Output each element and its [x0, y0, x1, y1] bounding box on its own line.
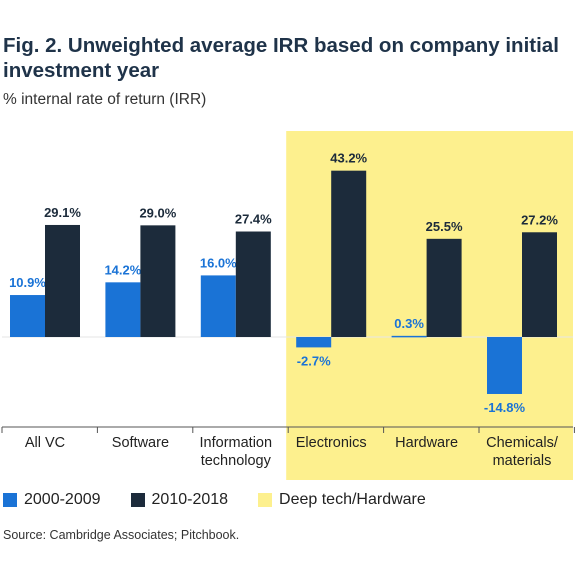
bar-chemicals-materials-2010-2018 — [522, 232, 557, 337]
category-label-all-vc: All VC — [25, 435, 65, 451]
category-label-electronics: Electronics — [296, 435, 367, 451]
legend: 2000-2009 2010-2018 Deep tech/Hardware — [3, 491, 456, 509]
data-label-software-2000-2009: 14.2% — [104, 262, 141, 277]
legend-label-deep-tech: Deep tech/Hardware — [279, 491, 426, 508]
bar-electronics-2000-2009 — [296, 337, 332, 348]
category-label-information-technology: Information technology — [200, 435, 273, 469]
legend-swatch-2000-2009 — [3, 493, 17, 507]
bar-information-technology-2000-2009 — [200, 275, 236, 337]
data-label-electronics-2000-2009: -2.7% — [297, 353, 331, 368]
bar-information-technology-2010-2018 — [235, 231, 271, 337]
chart-subtitle: % internal rate of return (IRR) — [3, 91, 207, 108]
category-label-hardware: Hardware — [395, 435, 458, 451]
data-label-information-technology-2010-2018: 27.4% — [235, 212, 272, 227]
data-label-all-vc-2010-2018: 29.1% — [44, 205, 81, 220]
bar-chemicals-materials-2000-2009 — [487, 337, 522, 394]
legend-swatch-2010-2018 — [130, 493, 145, 507]
legend-item-deep-tech: Deep tech/Hardware — [258, 491, 426, 509]
bar-software-2000-2009 — [105, 282, 141, 337]
category-label-chemicals-materials: Chemicals/materials — [486, 435, 559, 469]
bar-electronics-2010-2018 — [331, 170, 367, 337]
bar-software-2010-2018 — [140, 225, 176, 337]
data-label-software-2010-2018: 29.0% — [139, 205, 176, 220]
bar-chart: 10.9% 29.1% All VC 14.2% 29.0% Software 16.0% 2… — [1, 131, 575, 480]
data-label-electronics-2010-2018: 43.2% — [330, 151, 367, 166]
legend-swatch-deep-tech — [258, 493, 273, 507]
source-note: Source: Cambridge Associates; Pitchbook. — [3, 528, 240, 542]
data-label-all-vc-2000-2009: 10.9% — [9, 275, 46, 290]
bar-all-vc-2010-2018 — [45, 224, 80, 337]
data-label-information-technology-2000-2009: 16.0% — [200, 255, 237, 270]
legend-item-2010-2018: 2010-2018 — [130, 491, 229, 509]
data-label-hardware-2010-2018: 25.5% — [426, 219, 463, 234]
chart-title: Fig. 2. Unweighted average IRR based on … — [3, 34, 559, 82]
data-label-chemicals-materials-2010-2018: 27.2% — [521, 212, 558, 227]
bar-hardware-2000-2009 — [391, 335, 427, 338]
legend-label-2010-2018: 2010-2018 — [151, 491, 229, 508]
legend-label-2000-2009: 2000-2009 — [24, 491, 101, 508]
legend-item-2000-2009: 2000-2009 — [3, 491, 101, 509]
bar-all-vc-2000-2009 — [10, 295, 45, 337]
data-label-hardware-2000-2009: 0.3% — [394, 316, 424, 331]
data-label-chemicals-materials-2000-2009: -14.8% — [484, 400, 526, 415]
bar-hardware-2010-2018 — [426, 238, 462, 337]
category-label-software: Software — [112, 435, 169, 451]
